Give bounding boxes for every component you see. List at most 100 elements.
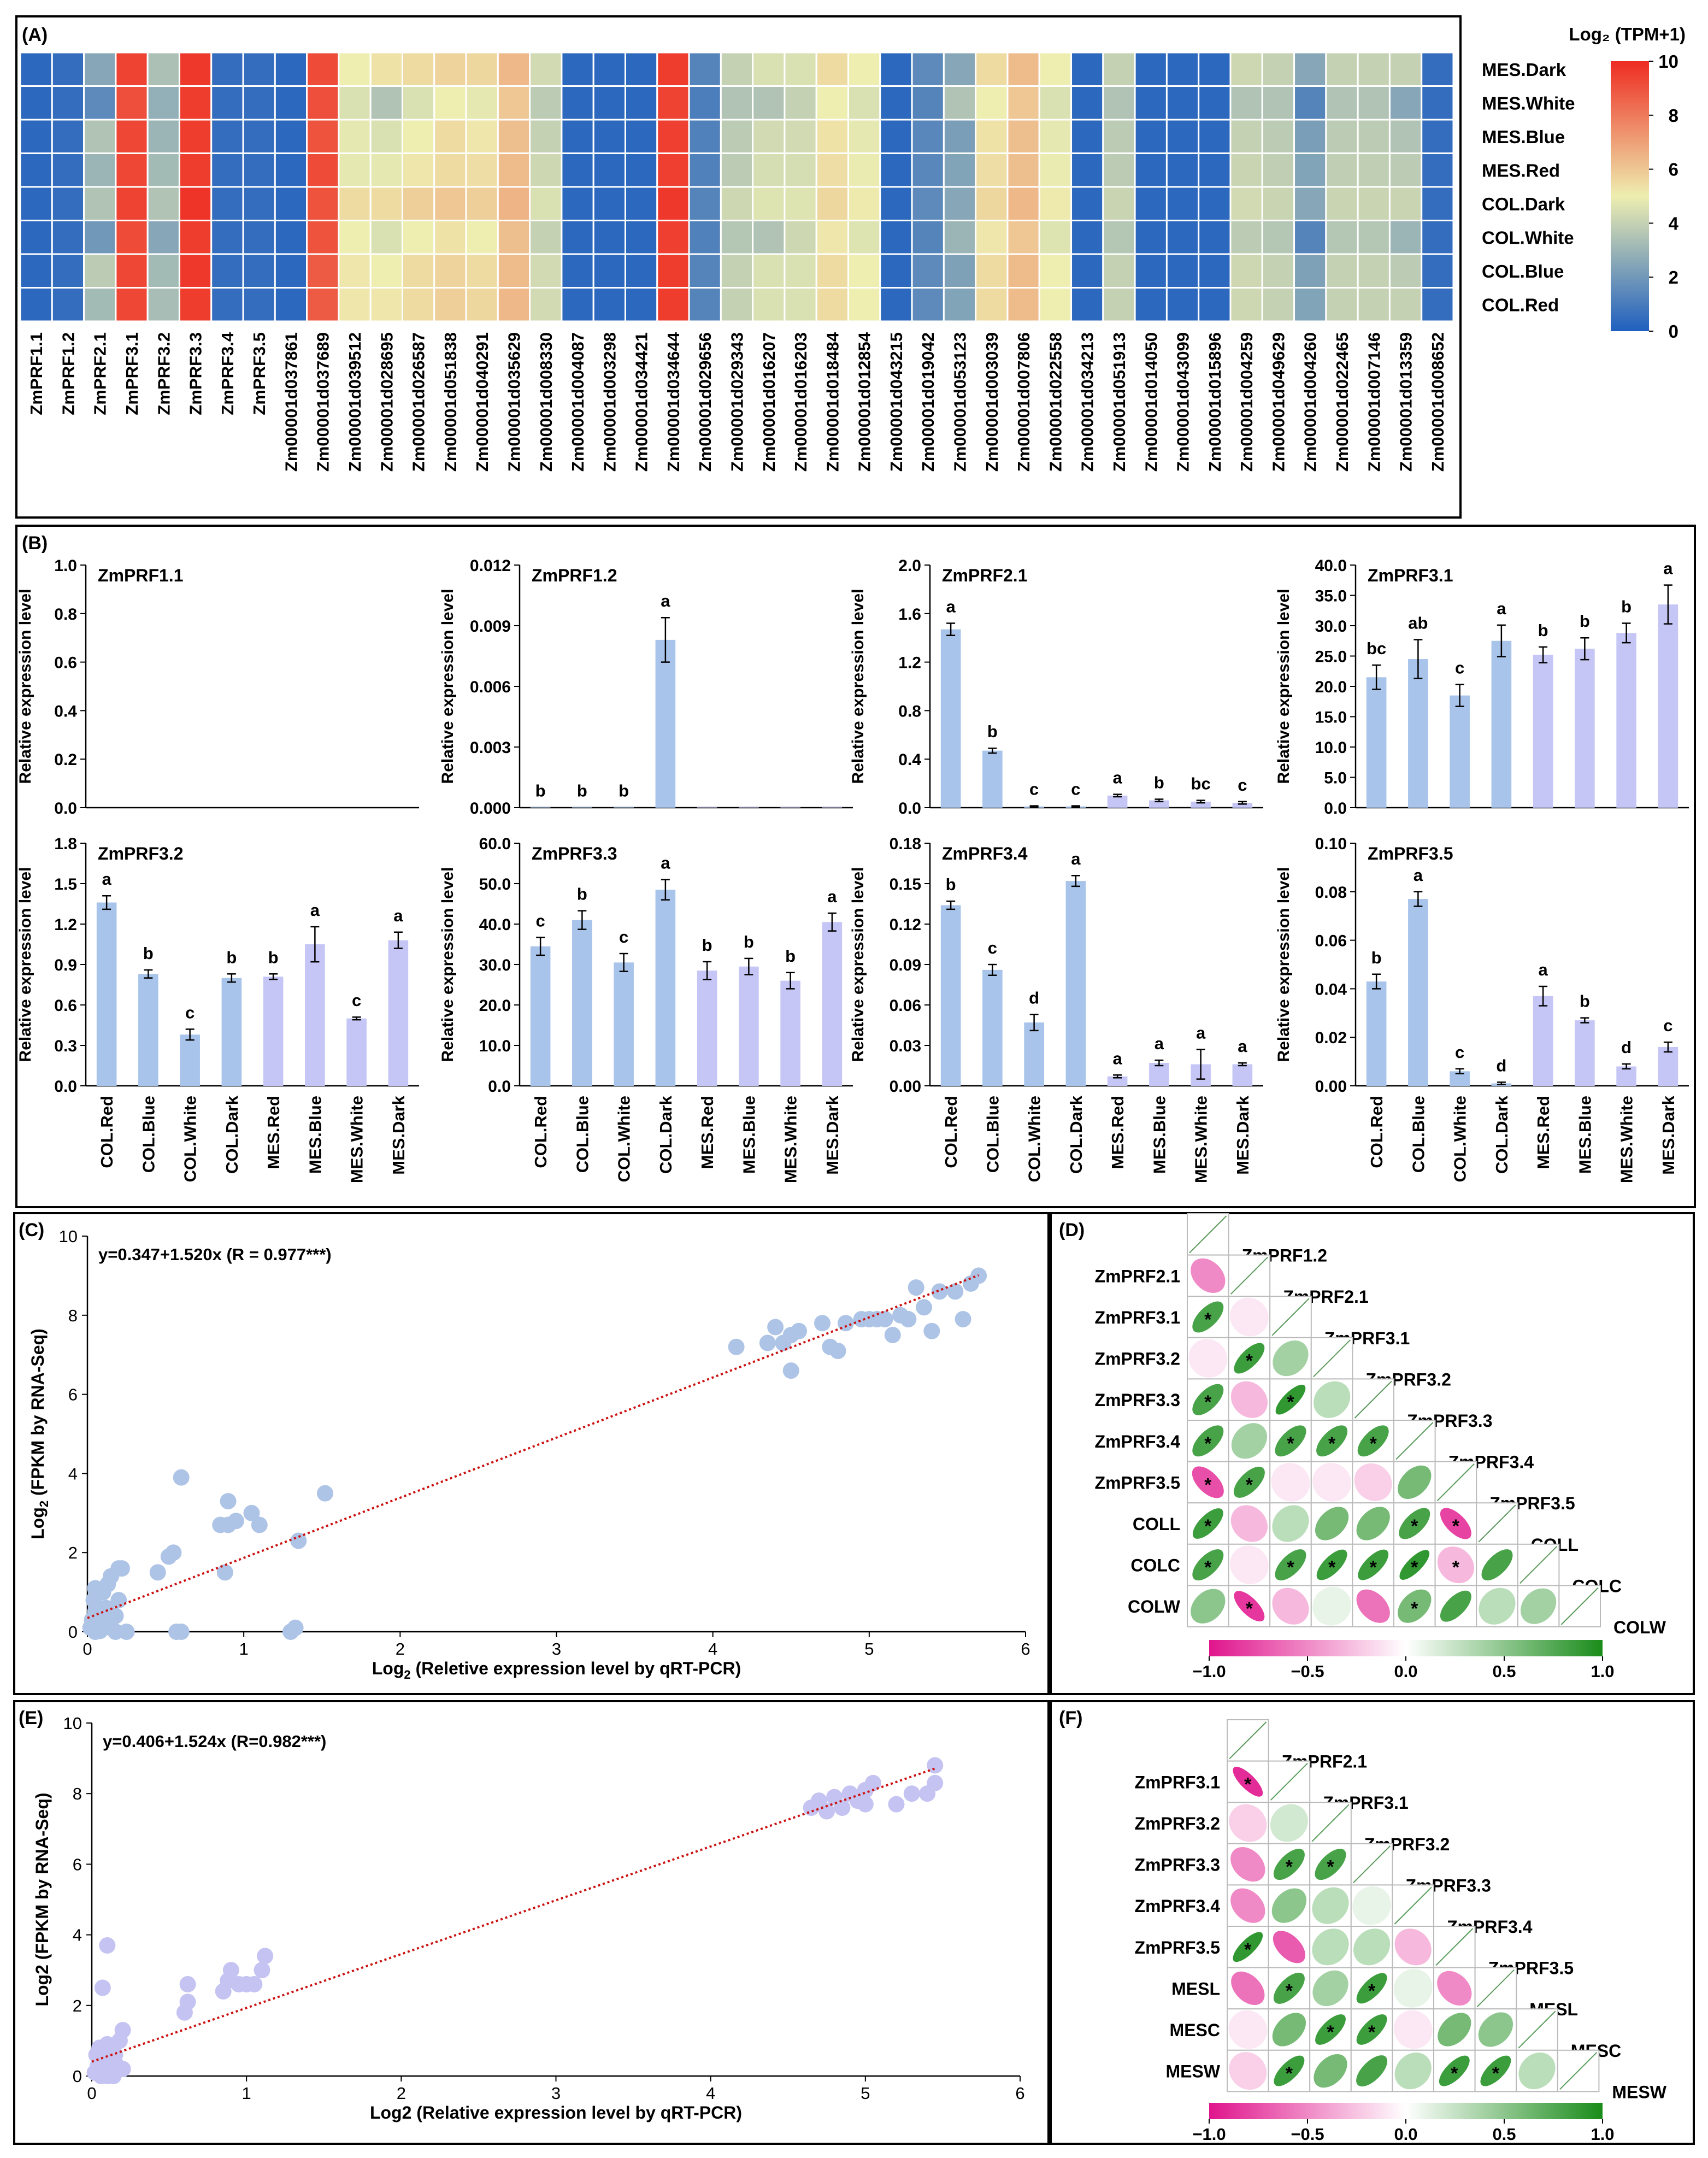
y-tick-label: 0.0 xyxy=(898,799,921,818)
corr-ellipse xyxy=(1230,1381,1268,1418)
corr-ellipse xyxy=(1191,1258,1226,1293)
category-label: MES.Red xyxy=(1534,1096,1553,1169)
corr-ellipse xyxy=(1233,1466,1265,1498)
heatmap-cell xyxy=(1134,119,1168,154)
heatmap-cell xyxy=(1198,186,1232,221)
bar-subplot-ZmPRF2.1: 0.0 0.4 0.8 1.2 1.6 2.0 Relative expression le… xyxy=(849,557,1263,818)
heatmap-cell xyxy=(306,119,340,154)
significance-letter: b xyxy=(1580,611,1590,631)
corr-ellipse xyxy=(1478,2012,1513,2047)
corr-ellipse xyxy=(1233,1767,1263,1797)
significance-letter: a xyxy=(102,869,112,889)
y-tick-label: 20.0 xyxy=(1315,678,1347,696)
heatmap-cell xyxy=(911,119,945,154)
bar-subplot-ZmPRF3.3: 0.0 10.0 20.0 30.0 40.0 50.0 60.0 Relative expr… xyxy=(439,835,853,1183)
heatmap-cell xyxy=(943,186,977,221)
y-label-subscript: 2 xyxy=(37,1501,51,1507)
heatmap-cell xyxy=(624,220,658,255)
corr-ellipse xyxy=(1274,2055,1305,2086)
heatmap-cell xyxy=(943,253,977,289)
y-tick-label: 0.8 xyxy=(898,702,921,720)
heatmap-cell xyxy=(1293,51,1327,87)
data-point xyxy=(884,1327,901,1343)
significance-letter: c xyxy=(1029,780,1039,799)
heatmap-cell xyxy=(561,287,594,322)
y-tick-label: 10.0 xyxy=(479,1037,511,1055)
heatmap-cell xyxy=(752,186,786,221)
heatmap-cell xyxy=(1293,119,1327,154)
heatmap-cell xyxy=(624,253,658,289)
heatmap-cell xyxy=(1261,287,1295,322)
heatmap-col-label: Zm00001d037689 xyxy=(314,332,333,472)
category-label: COL.White xyxy=(1451,1096,1470,1182)
data-point xyxy=(876,1311,893,1328)
heatmap-col-label: Zm00001d003298 xyxy=(600,332,619,472)
heatmap-cell xyxy=(306,253,340,289)
heatmap-cell xyxy=(1038,287,1073,322)
significance-letter: a xyxy=(1663,559,1673,578)
heatmap-cell xyxy=(529,152,563,188)
data-point xyxy=(814,1315,831,1332)
y-tick-label: 2.0 xyxy=(898,557,921,575)
bar xyxy=(940,629,961,808)
significance-letter: c xyxy=(352,991,361,1010)
category-label: COL.Dark xyxy=(656,1095,675,1174)
heatmap-cell xyxy=(1229,186,1263,221)
heatmap-cell xyxy=(975,220,1009,255)
y-tick-label: 0.3 xyxy=(54,1037,77,1055)
significance-star: * xyxy=(1411,1557,1418,1578)
bar-subplot-ZmPRF3.4: 0.00 0.03 0.06 0.09 0.12 0.15 0.18 Relative exp… xyxy=(849,835,1263,1183)
heatmap-cell xyxy=(51,152,85,188)
corr-row-label: ZmPRF3.5 xyxy=(1135,1938,1220,1957)
x-tick-label: 6 xyxy=(1021,1639,1030,1659)
heatmap-cell xyxy=(847,186,881,221)
corr-ellipse xyxy=(1191,1589,1226,1624)
y-tick-label: 4 xyxy=(68,1464,78,1483)
bar xyxy=(1533,996,1553,1086)
y-tick-label: 4 xyxy=(73,1926,82,1945)
legend-tick-label: 0.0 xyxy=(1394,2125,1417,2144)
bar xyxy=(822,807,843,808)
heatmap-cell xyxy=(624,152,658,188)
heatmap-cell xyxy=(529,253,563,289)
significance-letter: c xyxy=(1455,658,1464,678)
heatmap-cell xyxy=(1325,220,1359,255)
category-label: MES.Blue xyxy=(1150,1096,1169,1174)
heatmap-cell xyxy=(338,186,372,221)
corr-ellipse xyxy=(1234,1343,1265,1374)
y-axis-label: Relative expression level xyxy=(849,589,867,784)
heatmap-col-label: Zm00001d013359 xyxy=(1397,332,1416,472)
heatmap-cell xyxy=(178,152,213,188)
heatmap-cell xyxy=(433,253,467,289)
significance-letter: a xyxy=(1539,960,1548,979)
heatmap-cell xyxy=(1388,85,1423,121)
category-label: MES.White xyxy=(1617,1096,1636,1183)
heatmap-cell xyxy=(656,287,690,322)
y-tick-label: 30.0 xyxy=(1315,618,1347,636)
significance-letter: c xyxy=(619,927,628,946)
heatmap-cell xyxy=(433,186,467,221)
category-label: COL.Blue xyxy=(983,1096,1002,1173)
heatmap-cell xyxy=(943,119,977,154)
heatmap-cell xyxy=(975,152,1009,188)
category-label: MES.White xyxy=(348,1096,367,1183)
heatmap-cell xyxy=(306,85,340,121)
heatmap-cell xyxy=(561,186,594,221)
x-tick-label: 2 xyxy=(397,2084,406,2103)
heatmap-cell xyxy=(784,152,817,188)
correlation-matrix-mes: ZmPRF2.1*ZmPRF3.1ZmPRF3.1ZmPRF3.2ZmPRF3.… xyxy=(1135,1719,1667,2144)
significance-star: * xyxy=(1204,1474,1212,1495)
heatmap-cell xyxy=(624,51,658,87)
heatmap-cell xyxy=(497,220,531,255)
heatmap-cell xyxy=(51,220,85,255)
corr-ellipse xyxy=(1273,1849,1305,1880)
heatmap-cell xyxy=(1038,152,1073,188)
significance-star: * xyxy=(1286,1857,1293,1878)
corr-row-label: MESL xyxy=(1171,1979,1220,1998)
heatmap-cell xyxy=(242,85,276,121)
y-label-part: Log2 (FPKM by RNA-Seq) xyxy=(32,1792,52,2006)
significance-letter: b xyxy=(785,946,796,966)
heatmap-cell xyxy=(1165,152,1200,188)
x-tick-label: 5 xyxy=(864,1639,874,1659)
corr-legend-bar xyxy=(1209,2103,1603,2119)
